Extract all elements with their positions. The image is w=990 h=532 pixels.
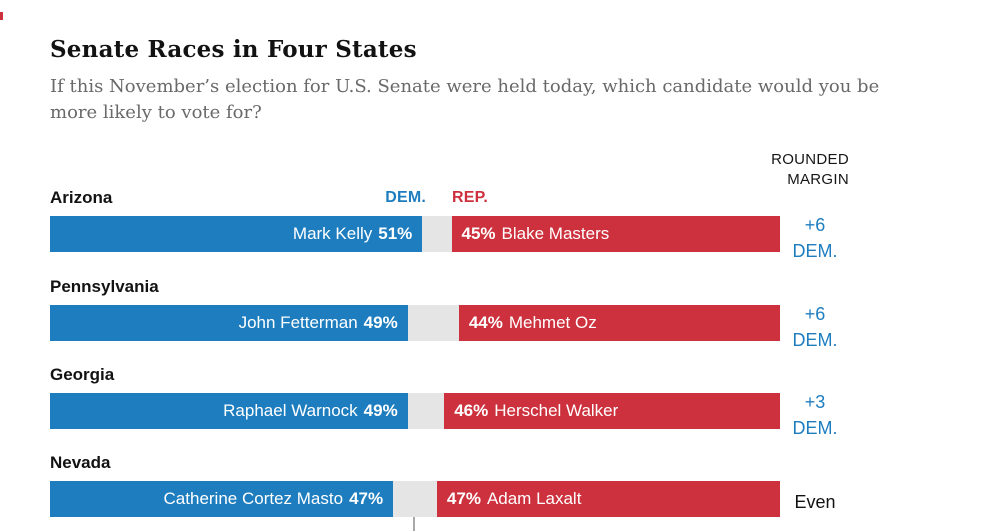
dem-bar: Raphael Warnock 49%: [50, 393, 408, 429]
bar-track: Raphael Warnock 49% 46% Herschel Walker: [50, 393, 780, 429]
dem-candidate-name: John Fetterman: [238, 313, 358, 332]
rep-percentage: 47%: [446, 489, 481, 508]
state-label: Pennsylvania: [50, 277, 159, 296]
fifty-percent-axis-tick: [413, 517, 415, 531]
state-row: Nevada Catherine Cortez Masto 47% 47% Adam…: [0, 453, 990, 523]
chart-subtitle-line2: more likely to vote for?: [50, 102, 262, 123]
rep-candidate-name: Mehmet Oz: [508, 313, 597, 332]
dem-bar: Mark Kelly 51%: [50, 216, 423, 252]
dem-percentage: 51%: [378, 224, 413, 243]
dem-percentage: 47%: [349, 489, 384, 508]
rep-candidate-name: Adam Laxalt: [486, 489, 582, 508]
chart-subtitle-line1: If this November’s election for U.S. Sen…: [50, 76, 880, 97]
bar-track: Catherine Cortez Masto 47% 47% Adam Laxalt: [50, 481, 780, 517]
margin-value: +3: [804, 392, 826, 412]
dem-candidate-name: Catherine Cortez Masto: [163, 489, 344, 508]
rounded-margin-label: +3 DEM.: [779, 389, 851, 441]
margin-value: +6: [804, 215, 826, 235]
rep-candidate-name: Blake Masters: [501, 224, 610, 243]
rep-bar: 46% Herschel Walker: [444, 393, 780, 429]
dem-candidate-name: Mark Kelly: [292, 224, 373, 243]
dem-percentage: 49%: [363, 313, 398, 332]
rep-candidate-name: Herschel Walker: [494, 401, 619, 420]
margin-value: Even: [794, 492, 836, 512]
rounded-margin-label: +6 DEM.: [779, 301, 851, 353]
margin-party: DEM.: [792, 330, 838, 350]
margin-party: DEM.: [792, 241, 838, 261]
dem-candidate-name: Raphael Warnock: [223, 401, 358, 420]
rep-bar: 47% Adam Laxalt: [436, 481, 780, 517]
dem-bar: Catherine Cortez Masto 47%: [50, 481, 394, 517]
state-row: Pennsylvania John Fetterman 49% 44% Mehmet…: [0, 277, 990, 350]
state-row: Arizona Mark Kelly 51% 45% Blake Masters +…: [0, 188, 990, 261]
legend-dem-label: DEM.: [385, 189, 426, 206]
rep-percentage: 46%: [454, 401, 489, 420]
margin-party: DEM.: [792, 418, 838, 438]
rep-percentage: 44%: [468, 313, 503, 332]
legend-rep-label: REP.: [452, 189, 489, 206]
chart-subtitle: If this November’s election for U.S. Sen…: [50, 74, 879, 126]
bar-track: John Fetterman 49% 44% Mehmet Oz: [50, 305, 780, 341]
chart-title: Senate Races in Four States: [50, 36, 417, 63]
rounded-margin-column-header: ROUNDED MARGIN: [771, 151, 849, 188]
rep-percentage: 45%: [461, 224, 496, 243]
margin-value: +6: [804, 304, 826, 324]
state-label: Arizona: [50, 188, 113, 207]
rounded-margin-label: Even: [779, 489, 851, 515]
state-label: Georgia: [50, 365, 115, 384]
red-edge-mark: [0, 12, 3, 20]
rounded-margin-label: +6 DEM.: [779, 212, 851, 264]
dem-bar: John Fetterman 49%: [50, 305, 408, 341]
dem-percentage: 49%: [363, 401, 398, 420]
rep-bar: 44% Mehmet Oz: [458, 305, 780, 341]
state-row: Georgia Raphael Warnock 49% 46% Herschel W…: [0, 365, 990, 438]
state-label: Nevada: [50, 453, 111, 472]
rep-bar: 45% Blake Masters: [451, 216, 780, 252]
bar-track: Mark Kelly 51% 45% Blake Masters: [50, 216, 780, 252]
